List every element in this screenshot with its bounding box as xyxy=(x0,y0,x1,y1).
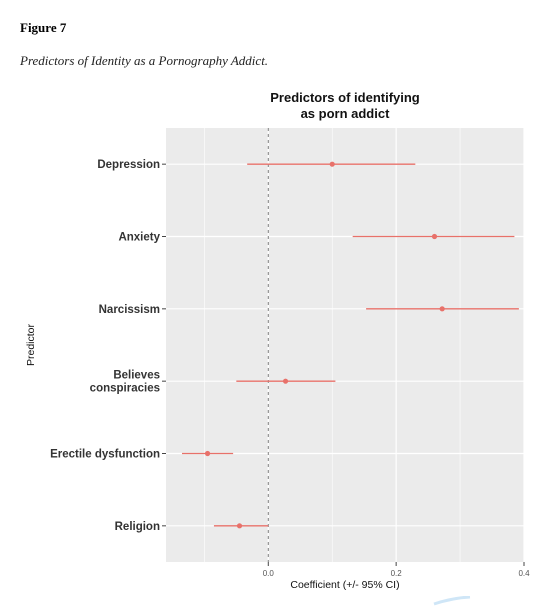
y-axis-title: Predictor xyxy=(25,323,37,366)
predictor-label: Religion xyxy=(115,521,160,533)
estimate-point xyxy=(329,161,335,167)
x-tick-labels: 0.0 0.2 0.4 xyxy=(263,562,530,578)
chart-title-line-1: Predictors of identifying xyxy=(270,90,420,105)
estimate-point xyxy=(204,450,211,457)
x-axis-title: Coefficient (+/- 95% CI) xyxy=(290,579,399,591)
predictor-label: Depression xyxy=(97,159,160,171)
decorative-swoosh xyxy=(433,596,471,606)
figure-label: Figure 7 xyxy=(20,20,67,35)
estimate-point xyxy=(236,523,243,529)
plot-panel xyxy=(166,128,524,562)
predictor-labels: Depression Anxiety Narcissism Believesconsp… xyxy=(50,159,166,533)
predictor-label: conspiracies xyxy=(90,383,160,395)
predictor-label: Believes xyxy=(113,370,160,382)
figure-caption: Predictors of Identity as a Pornography … xyxy=(20,53,269,68)
chart-title-line-2: as porn addict xyxy=(301,106,391,121)
x-tick-label: 0.2 xyxy=(391,569,403,578)
estimate-point xyxy=(439,306,445,312)
predictor-label: Erectile dysfunction xyxy=(50,449,160,461)
x-tick-label: 0.0 xyxy=(263,569,275,578)
error-bars xyxy=(181,161,519,529)
x-tick-label: 0.4 xyxy=(518,569,530,578)
estimate-point xyxy=(282,378,289,384)
estimate-point xyxy=(431,233,438,240)
predictor-label: Narcissism xyxy=(99,304,160,316)
predictor-label: Anxiety xyxy=(118,232,160,244)
